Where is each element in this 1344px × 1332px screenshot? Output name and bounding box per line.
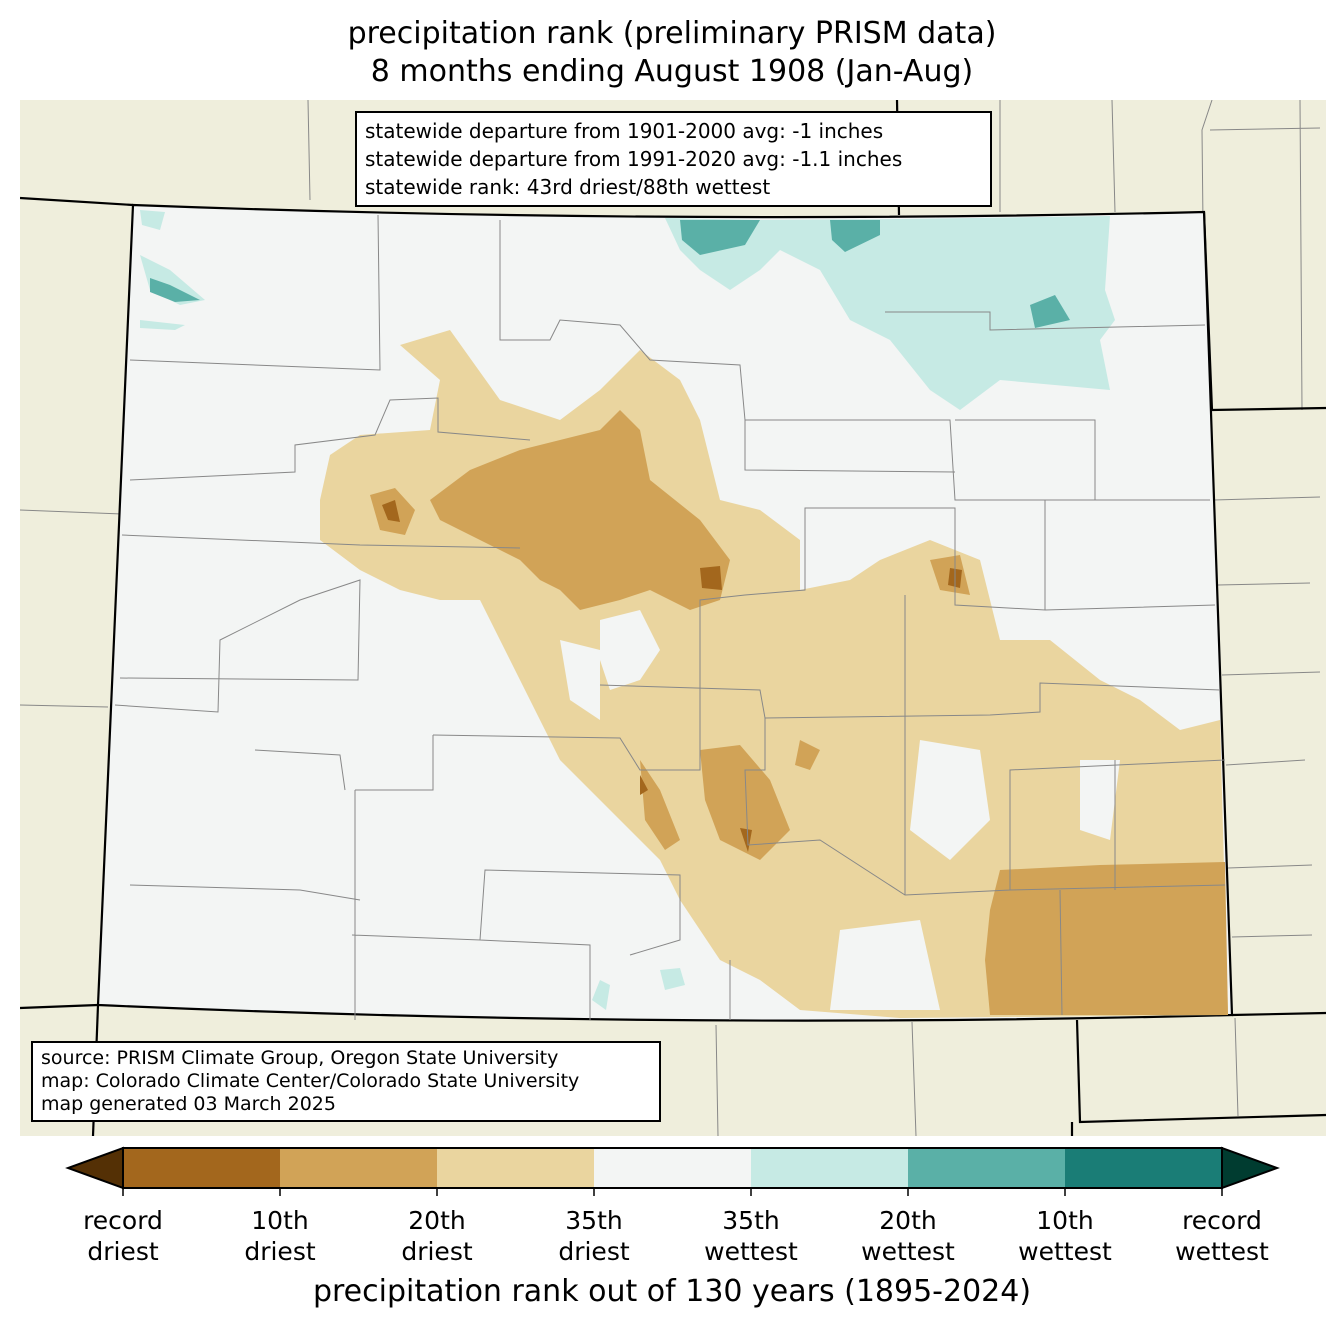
colorbar-label: precipitation rank out of 130 years (189… bbox=[312, 1274, 1032, 1309]
statewide-stats-box: statewide departure from 1901-2000 avg: … bbox=[355, 111, 992, 207]
tick-label-line: record bbox=[83, 1206, 163, 1235]
colorbar-segment bbox=[594, 1148, 751, 1188]
colorbar-segment bbox=[908, 1148, 1065, 1188]
tick-label-line: wettest bbox=[704, 1237, 798, 1266]
tick-label-line: wettest bbox=[1175, 1237, 1269, 1266]
colorado-precipitation-map bbox=[20, 100, 1326, 1136]
tick-label-line: driest bbox=[244, 1237, 316, 1266]
colorbar-segment bbox=[280, 1148, 437, 1188]
colorbar-segment bbox=[1065, 1148, 1222, 1188]
tick-label-line: 35th bbox=[565, 1206, 623, 1235]
tick-label-line: 20th bbox=[408, 1206, 466, 1235]
colorbar-over-arrow bbox=[1221, 1146, 1280, 1190]
tick-label-line: 10th bbox=[1036, 1206, 1094, 1235]
tick-label-line: 10th bbox=[251, 1206, 309, 1235]
tick-label-line: wettest bbox=[1018, 1237, 1112, 1266]
source-line: map generated 03 March 2025 bbox=[41, 1093, 336, 1115]
colorbar-segment bbox=[751, 1148, 908, 1188]
county-lines bbox=[114, 214, 1226, 1020]
tick-label-line: driest bbox=[401, 1237, 473, 1266]
colorbar-under-arrow bbox=[65, 1146, 124, 1190]
tick-label-line: 35th bbox=[722, 1206, 780, 1235]
colorbar-tick-label: 20th wettest bbox=[838, 1205, 978, 1267]
stats-line: statewide departure from 1901-2000 avg: … bbox=[365, 119, 884, 143]
tick-label-line: record bbox=[1182, 1206, 1262, 1235]
map-title-line2: 8 months ending August 1908 (Jan-Aug) bbox=[370, 54, 974, 89]
colorbar-segment bbox=[123, 1148, 280, 1188]
colorbar-frame bbox=[122, 1147, 1223, 1189]
stats-line: statewide departure from 1991-2020 avg: … bbox=[365, 147, 903, 171]
colorbar bbox=[65, 1146, 1280, 1196]
tick-label-line: 20th bbox=[879, 1206, 937, 1235]
tick-label-line: driest bbox=[87, 1237, 159, 1266]
stats-line: statewide rank: 43rd driest/88th wettest bbox=[365, 175, 771, 199]
tick-label-line: driest bbox=[558, 1237, 630, 1266]
colorbar-tick-label: 20th driest bbox=[367, 1205, 507, 1267]
wet-regions bbox=[140, 210, 1115, 1010]
neighbor-county-lines bbox=[20, 100, 1321, 1136]
dry-regions bbox=[320, 330, 1228, 1018]
source-box: source: PRISM Climate Group, Oregon Stat… bbox=[31, 1041, 661, 1122]
source-line: map: Colorado Climate Center/Colorado St… bbox=[41, 1070, 580, 1092]
colorbar-tick-label: record driest bbox=[53, 1205, 193, 1267]
colorbar-tick-label: record wettest bbox=[1152, 1205, 1292, 1267]
colorbar-tick-label: 10th wettest bbox=[995, 1205, 1135, 1267]
tick-label-line: wettest bbox=[861, 1237, 955, 1266]
colorbar-tick-label: 35th wettest bbox=[681, 1205, 821, 1267]
source-line: source: PRISM Climate Group, Oregon Stat… bbox=[41, 1047, 559, 1069]
colorbar-tick-label: 35th driest bbox=[524, 1205, 664, 1267]
colorbar-tick-label: 10th driest bbox=[210, 1205, 350, 1267]
colorbar-segment bbox=[437, 1148, 594, 1188]
map-title-line1: precipitation rank (preliminary PRISM da… bbox=[347, 16, 997, 51]
